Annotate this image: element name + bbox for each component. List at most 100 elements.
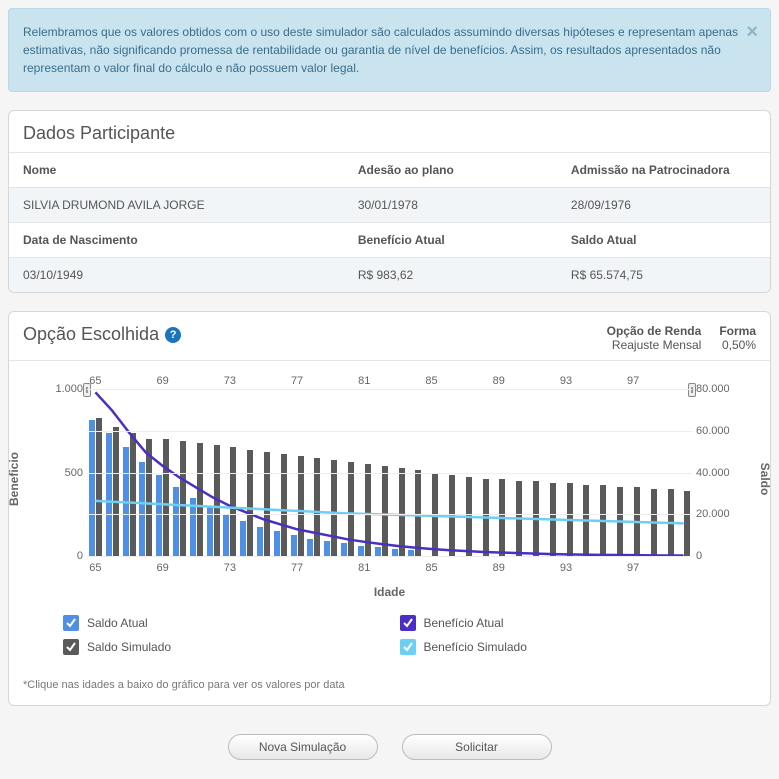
bar-saldo-atual bbox=[324, 541, 330, 556]
meta-forma-label: Forma bbox=[719, 324, 756, 338]
swatch-saldo-simulado bbox=[63, 639, 79, 655]
bar-saldo-simulado bbox=[668, 489, 674, 556]
bar-saldo-atual bbox=[156, 475, 162, 556]
xtick-bottom[interactable]: 69 bbox=[157, 562, 169, 574]
bar-saldo-simulado bbox=[567, 483, 573, 556]
bar-saldo-atual bbox=[375, 547, 381, 556]
close-icon[interactable]: × bbox=[746, 17, 758, 47]
participant-panel: Dados Participante Nome Adesão ao plano … bbox=[8, 110, 771, 293]
help-icon[interactable]: ? bbox=[165, 327, 181, 343]
chart-region: Beneficio Saldo 020.00040.00060.00080.00… bbox=[53, 379, 726, 579]
xtick-top: 65 bbox=[89, 375, 101, 387]
actions-row: Nova Simulação Solicitar bbox=[8, 724, 771, 766]
option-meta: Opção de Renda Reajuste Mensal Forma 0,5… bbox=[607, 324, 756, 352]
bar-saldo-simulado bbox=[617, 487, 623, 556]
xtick-bottom[interactable]: 97 bbox=[627, 562, 639, 574]
xtick-top: 73 bbox=[224, 375, 236, 387]
bar-saldo-simulado bbox=[382, 466, 388, 556]
bar-saldo-simulado bbox=[230, 447, 236, 556]
bar-saldo-simulado bbox=[197, 443, 203, 556]
bar-saldo-simulado bbox=[499, 479, 505, 556]
swatch-beneficio-atual bbox=[400, 615, 416, 631]
bar-saldo-simulado bbox=[247, 450, 253, 556]
bar-saldo-simulado bbox=[298, 456, 304, 556]
bar-saldo-simulado bbox=[180, 441, 186, 556]
solicitar-button[interactable]: Solicitar bbox=[402, 734, 552, 760]
bar-saldo-atual bbox=[358, 546, 364, 556]
xtick-top: 85 bbox=[425, 375, 437, 387]
ytick-left: 1.000 bbox=[53, 383, 83, 395]
legend-saldo-simulado[interactable]: Saldo Simulado bbox=[63, 639, 380, 655]
bar-saldo-atual bbox=[307, 539, 313, 556]
xtick-top: 93 bbox=[560, 375, 572, 387]
bar-saldo-simulado bbox=[163, 439, 169, 556]
value-adesao: 30/01/1978 bbox=[344, 188, 557, 223]
bar-saldo-simulado bbox=[415, 470, 421, 556]
nova-simulacao-button[interactable]: Nova Simulação bbox=[228, 734, 378, 760]
legend-beneficio-simulado[interactable]: Benefício Simulado bbox=[400, 639, 717, 655]
participant-panel-title: Dados Participante bbox=[9, 111, 770, 152]
meta-renda-value: Reajuste Mensal bbox=[607, 338, 702, 352]
bar-saldo-atual bbox=[240, 521, 246, 556]
swatch-saldo-atual bbox=[63, 615, 79, 631]
xtick-bottom[interactable]: 93 bbox=[560, 562, 572, 574]
xtick-bottom[interactable]: 81 bbox=[358, 562, 370, 574]
xtick-top: 77 bbox=[291, 375, 303, 387]
bar-saldo-atual bbox=[392, 549, 398, 556]
bar-saldo-simulado bbox=[634, 487, 640, 556]
legend-saldo-atual[interactable]: Saldo Atual bbox=[63, 615, 380, 631]
legend-saldo-simulado-label: Saldo Simulado bbox=[87, 640, 171, 654]
value-nome: SILVIA DRUMOND AVILA JORGE bbox=[9, 188, 344, 223]
bar-saldo-simulado bbox=[533, 481, 539, 556]
meta-forma-value: 0,50% bbox=[719, 338, 756, 352]
chart-legend: Saldo Atual Benefício Atual Saldo Simula… bbox=[23, 599, 756, 663]
ytick-right: 60.000 bbox=[696, 425, 732, 437]
legend-saldo-atual-label: Saldo Atual bbox=[87, 616, 148, 630]
y-left-label: Beneficio bbox=[8, 452, 21, 506]
bar-saldo-simulado bbox=[365, 464, 371, 556]
bar-saldo-simulado bbox=[583, 485, 589, 556]
bar-saldo-simulado bbox=[516, 481, 522, 556]
bar-saldo-simulado bbox=[550, 483, 556, 556]
option-title-text: Opção Escolhida bbox=[23, 324, 159, 345]
meta-renda-label: Opção de Renda bbox=[607, 324, 702, 338]
bar-saldo-atual bbox=[223, 514, 229, 556]
xtick-bottom[interactable]: 89 bbox=[493, 562, 505, 574]
bar-saldo-simulado bbox=[281, 454, 287, 556]
bar-saldo-simulado bbox=[264, 452, 270, 556]
label-nascimento: Data de Nascimento bbox=[9, 223, 344, 258]
value-beneficio-atual: R$ 983,62 bbox=[344, 258, 557, 293]
xtick-top: 97 bbox=[627, 375, 639, 387]
chart-body: Beneficio Saldo 020.00040.00060.00080.00… bbox=[9, 360, 770, 673]
bar-saldo-simulado bbox=[348, 462, 354, 556]
x-axis-label: Idade bbox=[23, 585, 756, 599]
bar-saldo-atual bbox=[139, 462, 145, 556]
legend-beneficio-simulado-label: Benefício Simulado bbox=[424, 640, 527, 654]
xtick-bottom[interactable]: 65 bbox=[89, 562, 101, 574]
ytick-right: 40.000 bbox=[696, 467, 732, 479]
y-right-label: Saldo bbox=[758, 463, 771, 496]
bar-saldo-simulado bbox=[96, 418, 102, 556]
value-nascimento: 03/10/1949 bbox=[9, 258, 344, 293]
chart-plot[interactable]: 020.00040.00060.00080.00005001.000656569… bbox=[87, 389, 692, 557]
disclaimer-alert: Relembramos que os valores obtidos com o… bbox=[8, 8, 771, 92]
bar-saldo-simulado bbox=[130, 433, 136, 556]
participant-table: Nome Adesão ao plano Admissão na Patroci… bbox=[9, 152, 770, 292]
bar-saldo-atual bbox=[291, 535, 297, 556]
xtick-bottom[interactable]: 77 bbox=[291, 562, 303, 574]
label-saldo-atual: Saldo Atual bbox=[557, 223, 770, 258]
option-title: Opção Escolhida ? bbox=[23, 324, 181, 345]
bar-saldo-simulado bbox=[146, 439, 152, 556]
xtick-top: 81 bbox=[358, 375, 370, 387]
legend-beneficio-atual[interactable]: Benefício Atual bbox=[400, 615, 717, 631]
xtick-bottom[interactable]: 85 bbox=[425, 562, 437, 574]
bar-saldo-simulado bbox=[684, 491, 690, 556]
ytick-right: 20.000 bbox=[696, 508, 732, 520]
bar-saldo-simulado bbox=[113, 427, 119, 556]
chart-footnote: *Clique nas idades a baixo do gráfico pa… bbox=[9, 673, 770, 705]
label-adesao: Adesão ao plano bbox=[344, 153, 557, 188]
ytick-right: 80.000 bbox=[696, 383, 732, 395]
label-nome: Nome bbox=[9, 153, 344, 188]
xtick-bottom[interactable]: 73 bbox=[224, 562, 236, 574]
bar-saldo-simulado bbox=[651, 489, 657, 556]
